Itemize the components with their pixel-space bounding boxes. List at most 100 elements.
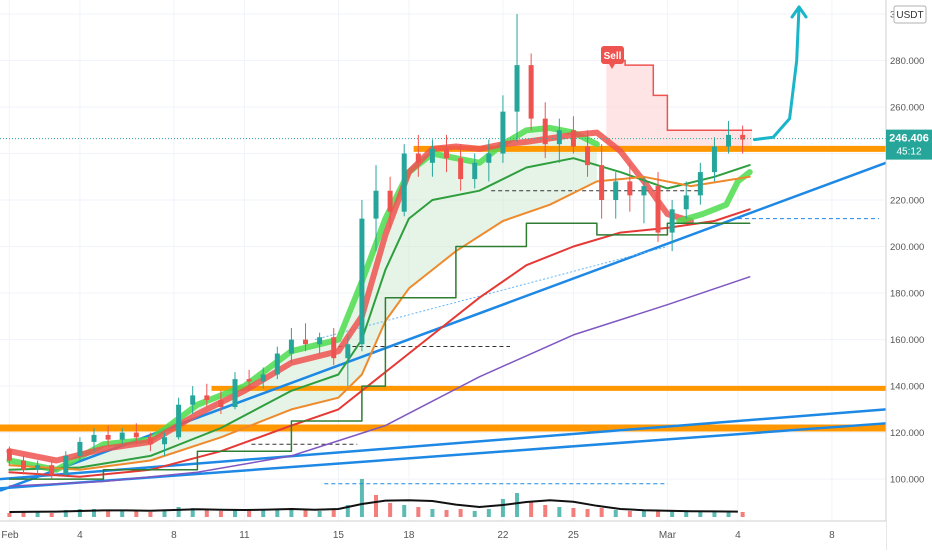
candle-body bbox=[697, 172, 703, 196]
candle-body bbox=[401, 153, 407, 212]
sell-signal-label: Sell bbox=[604, 51, 622, 62]
volume-bar bbox=[275, 509, 280, 517]
volume-bar bbox=[613, 510, 618, 517]
candle-body bbox=[458, 158, 464, 180]
trendline-lower-1 bbox=[0, 408, 887, 481]
candle-body bbox=[204, 395, 210, 401]
volume-bar bbox=[458, 509, 463, 517]
grid bbox=[0, 0, 886, 521]
candle-countdown: 45:12 bbox=[896, 147, 921, 158]
price-tick-label: 120.000 bbox=[890, 428, 924, 439]
volume-layer bbox=[7, 479, 745, 517]
volume-bar bbox=[162, 511, 167, 517]
candle-body bbox=[429, 148, 435, 163]
volume-bar bbox=[233, 509, 238, 517]
projection-arrow bbox=[752, 5, 801, 142]
volume-bar bbox=[712, 512, 717, 517]
volume-bar bbox=[49, 513, 54, 517]
price-tick-label: 220.000 bbox=[890, 196, 924, 207]
candle-body bbox=[641, 186, 647, 196]
time-tick-label: 4 bbox=[735, 530, 741, 541]
volume-bar bbox=[120, 511, 125, 517]
volume-bar bbox=[444, 510, 449, 517]
volume-bar bbox=[726, 511, 731, 517]
volume-bar bbox=[698, 512, 703, 517]
candle-body bbox=[77, 441, 83, 456]
candle-body bbox=[232, 379, 238, 408]
volume-bar bbox=[77, 509, 82, 517]
candle-body bbox=[91, 434, 97, 442]
ma-black-step bbox=[8, 222, 751, 480]
price-tick-label: 160.000 bbox=[890, 335, 924, 346]
price-axis-background bbox=[886, 0, 932, 550]
candle-body bbox=[472, 162, 478, 180]
volume-bar bbox=[63, 510, 68, 517]
time-tick-label: 25 bbox=[568, 530, 580, 541]
candle-body bbox=[373, 190, 379, 219]
volume-bar bbox=[430, 509, 435, 517]
volume-bar bbox=[134, 511, 139, 517]
candle-body bbox=[669, 209, 675, 233]
candle-body bbox=[683, 195, 689, 210]
time-tick-label: Mar bbox=[659, 530, 677, 541]
time-axis[interactable]: Feb 4 8 11 15 18 22 25 Mar 4 8 bbox=[1, 530, 835, 541]
time-axis-background bbox=[0, 521, 886, 550]
volume-bar bbox=[345, 505, 350, 517]
volume-bar bbox=[218, 511, 223, 517]
candle-body bbox=[542, 118, 548, 145]
time-tick-label: 11 bbox=[239, 530, 250, 541]
candle-body bbox=[627, 181, 633, 196]
candle-body bbox=[190, 395, 196, 405]
candle-body bbox=[147, 437, 153, 445]
time-tick-label: 15 bbox=[333, 530, 345, 541]
candle-body bbox=[303, 339, 309, 345]
candle-body bbox=[133, 432, 139, 438]
candle-body bbox=[176, 404, 182, 438]
volume-bar bbox=[543, 505, 548, 517]
volume-bar bbox=[106, 511, 111, 517]
volume-bar bbox=[571, 508, 576, 517]
volume-bar bbox=[92, 509, 97, 517]
candle-body bbox=[246, 379, 252, 382]
current-price-value: 246.406 bbox=[889, 133, 929, 145]
volume-bar bbox=[148, 512, 153, 517]
trendline-dotted bbox=[314, 246, 668, 341]
candle-body bbox=[415, 153, 421, 163]
time-tick-label: 8 bbox=[829, 530, 835, 541]
candle-body bbox=[6, 448, 12, 461]
cloud-fill-green bbox=[9, 127, 597, 470]
candles-layer bbox=[6, 13, 746, 480]
candle-body bbox=[35, 465, 41, 470]
candle-body bbox=[288, 339, 294, 354]
candle-body bbox=[387, 190, 393, 212]
lines-layer bbox=[0, 59, 887, 492]
ma-red-thin bbox=[8, 208, 751, 478]
candle-body bbox=[317, 337, 323, 345]
price-tick-label: 200.000 bbox=[890, 242, 924, 253]
candle-body bbox=[528, 65, 534, 119]
candle-body bbox=[726, 134, 732, 147]
price-tick-label: 280.000 bbox=[890, 56, 924, 67]
candle-body bbox=[711, 146, 717, 173]
projection-arrow-head bbox=[790, 5, 808, 19]
volume-bar bbox=[627, 511, 632, 517]
cloud-fill-red bbox=[606, 60, 752, 149]
candle-body bbox=[444, 148, 450, 159]
price-tick-label: 180.000 bbox=[890, 289, 924, 300]
sell-signal[interactable]: Sell bbox=[601, 46, 624, 69]
current-price-label: 246.406 45:12 bbox=[886, 129, 932, 160]
volume-bar bbox=[670, 511, 675, 517]
candle-body bbox=[49, 465, 55, 475]
volume-bar bbox=[317, 511, 322, 517]
volume-bar bbox=[190, 508, 195, 517]
volume-bar bbox=[402, 505, 407, 517]
volume-bar bbox=[35, 512, 40, 517]
volume-bar bbox=[515, 493, 520, 517]
price-tick-label: 140.000 bbox=[890, 382, 924, 393]
candle-body bbox=[331, 337, 337, 359]
currency-badge[interactable] bbox=[893, 5, 927, 24]
candle-body bbox=[655, 186, 661, 233]
volume-bar bbox=[289, 508, 294, 517]
